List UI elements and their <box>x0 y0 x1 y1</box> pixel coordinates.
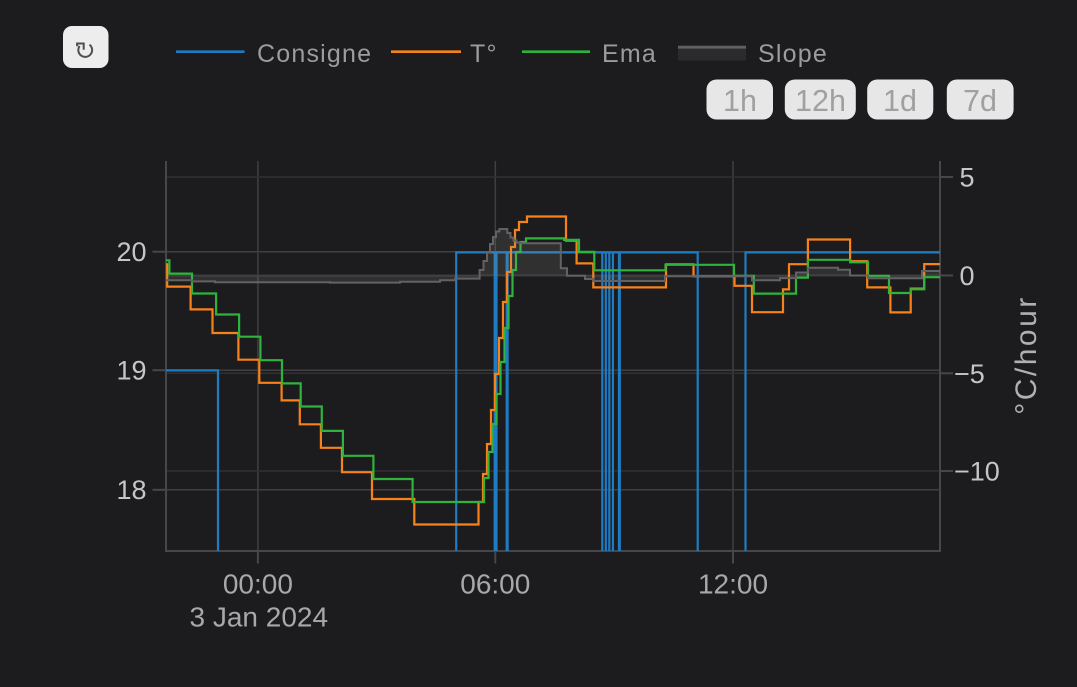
svg-text:Consigne: Consigne <box>257 40 372 68</box>
svg-text:−10: −10 <box>954 457 1000 487</box>
svg-text:1d: 1d <box>883 84 917 118</box>
svg-text:12h: 12h <box>795 84 846 118</box>
svg-text:Ema: Ema <box>602 40 657 68</box>
svg-text:1h: 1h <box>723 84 757 118</box>
svg-text:00:00: 00:00 <box>223 569 293 600</box>
svg-text:7d: 7d <box>963 84 997 118</box>
svg-text:Slope: Slope <box>758 40 828 68</box>
svg-text:T°: T° <box>470 40 498 68</box>
svg-text:°C/hour: °C/hour <box>1010 295 1043 415</box>
svg-text:20: 20 <box>116 237 146 267</box>
svg-text:06:00: 06:00 <box>460 569 530 600</box>
svg-text:0: 0 <box>960 261 975 291</box>
svg-text:−5: −5 <box>954 359 985 389</box>
svg-text:19: 19 <box>116 356 146 386</box>
svg-text:12:00: 12:00 <box>698 569 768 600</box>
svg-text:3 Jan 2024: 3 Jan 2024 <box>190 602 329 633</box>
svg-text:5: 5 <box>960 163 975 193</box>
svg-text:18: 18 <box>116 475 146 505</box>
